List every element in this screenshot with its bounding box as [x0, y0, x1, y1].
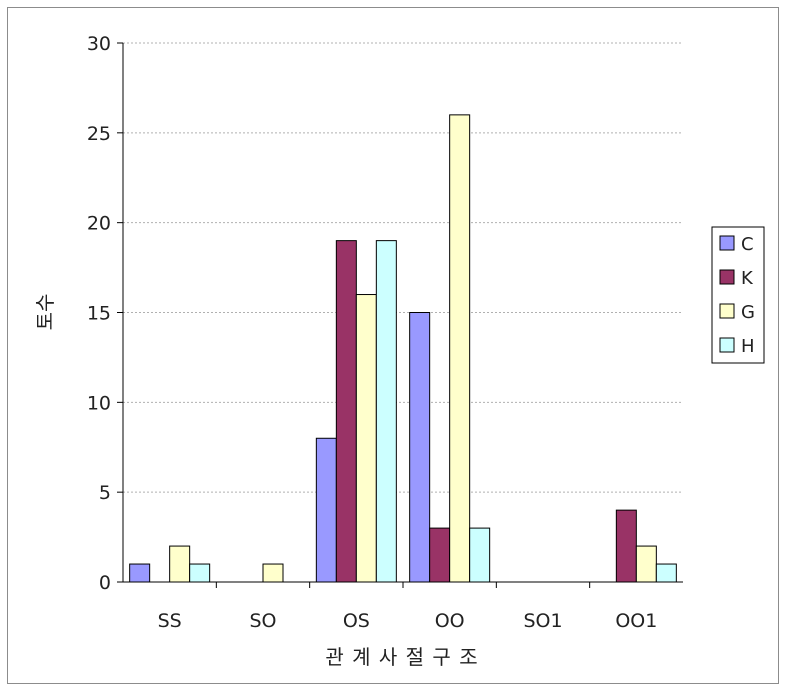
x-axis-title: 관 계 사 절 구 조 [325, 645, 478, 669]
bar [375, 240, 397, 583]
bar [189, 563, 211, 583]
x-tick-label: SO [249, 610, 276, 632]
y-tick-label: 10 [87, 392, 111, 414]
y-tick-label: 0 [99, 572, 111, 594]
legend-swatch [719, 269, 735, 285]
bars [129, 114, 677, 583]
x-tick-label: OO1 [615, 610, 657, 632]
y-axis-title: 토수 [33, 294, 57, 331]
bar [129, 563, 151, 583]
legend-swatch [719, 337, 735, 353]
bar [315, 437, 337, 583]
x-tick-label: SS [158, 610, 182, 632]
y-tick-label: 30 [87, 33, 111, 55]
bar [615, 509, 637, 583]
bar [655, 563, 677, 583]
bar [355, 294, 377, 583]
bar [429, 527, 451, 583]
y-tick-label: 15 [87, 303, 111, 325]
legend-label: H [741, 336, 755, 357]
y-tick-label: 20 [87, 213, 111, 235]
bar [449, 114, 471, 583]
legend-label: G [741, 302, 755, 323]
y-tick-label: 25 [87, 123, 111, 145]
x-tick-label: OS [343, 610, 370, 632]
x-axis-ticks: SS SO OS OO SO1 OO1 [158, 582, 657, 632]
bar [635, 545, 657, 583]
legend-label: K [741, 268, 754, 289]
bar [469, 527, 491, 583]
bar [409, 312, 431, 583]
legend-swatch [719, 303, 735, 319]
bar [262, 563, 284, 583]
legend-label: C [741, 234, 754, 255]
y-tick-label: 5 [99, 482, 111, 504]
bar [335, 240, 357, 583]
y-axis-ticks: 0 5 10 15 20 25 30 [87, 33, 123, 594]
x-tick-label: OO [435, 610, 465, 632]
gridlines [123, 42, 683, 493]
legend-swatch [719, 235, 735, 251]
bar [169, 545, 191, 583]
x-tick-label: SO1 [523, 610, 562, 632]
